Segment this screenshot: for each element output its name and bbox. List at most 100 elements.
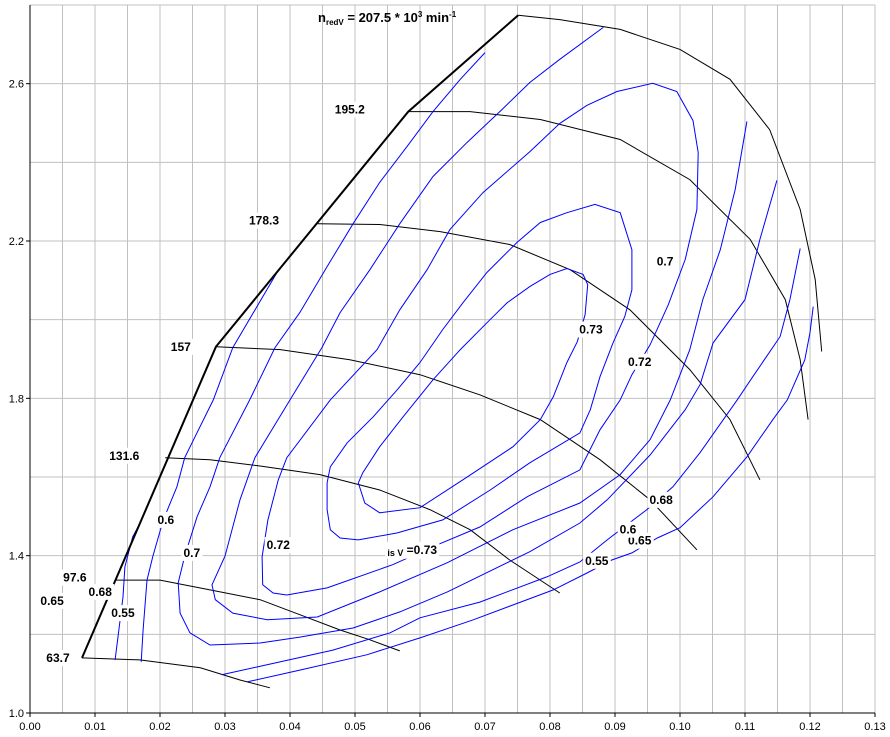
- contour-label-text: 0.7: [184, 546, 201, 560]
- x-tick-label: 0.00: [19, 721, 40, 733]
- contour-label-text: 0.55: [111, 606, 135, 620]
- contour-label-text: 0.72: [628, 355, 652, 369]
- contour-label: 0.6: [155, 511, 177, 528]
- label-background: [617, 521, 639, 538]
- y-tick-label: 2.6: [9, 79, 24, 91]
- label-background: [61, 569, 89, 586]
- efficiency-contours: [114, 26, 814, 683]
- contour-label: 0.73: [577, 321, 605, 338]
- label-background: [181, 544, 203, 561]
- efficiency-annotation-text: is V =0.73: [387, 543, 437, 558]
- speed-line: [81, 657, 271, 689]
- label-background: [385, 541, 440, 559]
- speed-line: [215, 346, 698, 551]
- contour-label-text: 0.72: [267, 538, 291, 552]
- x-tick-label: 0.09: [604, 721, 625, 733]
- label-background: [155, 511, 177, 528]
- title-n: n: [318, 10, 326, 25]
- label-background: [264, 537, 293, 554]
- speed-label-text: 195.2: [335, 103, 365, 117]
- chart-title: nredV = 207.5 * 103 min-1: [318, 10, 457, 27]
- speed-label-text: 131.6: [109, 449, 139, 463]
- contour-label: 0.55: [109, 605, 137, 622]
- x-tick-label: 0.11: [735, 721, 756, 733]
- contour-label: 0.68: [86, 583, 115, 600]
- contour-label: 0.72: [264, 537, 293, 554]
- surge-line: [81, 14, 519, 659]
- label-background: [647, 491, 676, 508]
- speed-label: 195.2: [332, 101, 368, 118]
- x-tick-label: 0.13: [864, 721, 885, 733]
- surge-line-group: [81, 14, 519, 659]
- x-tick-label: 0.10: [669, 721, 690, 733]
- contour-label-text: 0.68: [89, 585, 113, 599]
- x-tick-label: 0.12: [799, 721, 820, 733]
- contour-label: 0.72: [626, 353, 654, 370]
- x-tick-label: 0.03: [214, 721, 235, 733]
- grid: [30, 4, 876, 713]
- contour-label: 0.7: [181, 544, 203, 561]
- contour-label: 0.68: [647, 491, 676, 508]
- efficiency-contour: [326, 203, 633, 541]
- y-tick-label: 1.4: [9, 551, 24, 563]
- speed-label: 178.3: [246, 212, 282, 229]
- label-background: [86, 583, 115, 600]
- efficiency-contour: [177, 52, 778, 646]
- speed-label-text: 157: [171, 340, 191, 354]
- contour-label: 0.6: [617, 521, 639, 538]
- contour-label-text: 0.73: [579, 323, 603, 337]
- contour-label: 0.55: [583, 552, 611, 569]
- speed-line: [408, 111, 809, 420]
- x-tick-label: 0.01: [84, 721, 105, 733]
- contour-label: 0.65: [38, 592, 67, 609]
- label-background: [109, 605, 137, 622]
- x-tick-label: 0.04: [279, 721, 300, 733]
- contour-label-text: 0.7: [657, 254, 674, 268]
- y-tick-label: 2.2: [9, 236, 24, 248]
- speed-label-text: 97.6: [63, 571, 87, 585]
- speed-label: 157: [168, 338, 194, 355]
- title-unit-exponent: -1: [449, 10, 457, 19]
- label-background: [583, 552, 611, 569]
- speed-label-text: 178.3: [249, 214, 279, 228]
- label-background: [246, 212, 282, 229]
- x-tick-label: 0.02: [149, 721, 170, 733]
- contour-label-text: 0.6: [158, 513, 175, 527]
- speed-label: 131.6: [107, 447, 142, 464]
- speed-line: [165, 457, 561, 594]
- contour-label-text: 0.55: [585, 554, 609, 568]
- label-background: [654, 253, 676, 270]
- efficiency-annotation: is V =0.73: [385, 541, 440, 559]
- y-tick-label: 1.8: [9, 393, 24, 405]
- speed-line: [115, 579, 400, 652]
- speed-label-text: 63.7: [46, 651, 70, 665]
- axes: 0.00 0.01 0.02 0.03 0.04 0.05 0.06 0.07 0.08 0.09…: [9, 5, 886, 733]
- speed-line: [518, 14, 823, 352]
- title-exponent: 3: [418, 10, 423, 19]
- efficiency-annotation-subscript: is V: [387, 548, 403, 558]
- y-tick-label: 1.0: [9, 708, 24, 720]
- efficiency-annotation-value: =0.73: [403, 543, 437, 557]
- title-subscript: redV: [326, 18, 344, 27]
- label-background: [332, 101, 368, 118]
- contour-label-text: 0.68: [649, 493, 673, 507]
- contour-label: 0.7: [654, 253, 676, 270]
- label-background: [626, 353, 654, 370]
- title-equation: = 207.5 * 10: [344, 10, 418, 25]
- title-unit: min: [422, 10, 449, 25]
- x-tick-label: 0.06: [409, 721, 430, 733]
- speed-label: 63.7: [44, 649, 72, 666]
- efficiency-contour: [221, 248, 801, 676]
- label-background: [577, 321, 605, 338]
- labels: 63.7 97.6 131.6 157 178.3 195.2 0.73 0.72 0.7 0.6…: [38, 101, 676, 666]
- efficiency-contour: [357, 267, 589, 514]
- efficiency-contour: [140, 272, 278, 662]
- label-background: [107, 447, 142, 464]
- efficiency-contour: [261, 82, 699, 596]
- contour-label-text: 0.65: [40, 594, 64, 608]
- x-tick-label: 0.05: [344, 721, 365, 733]
- label-background: [168, 338, 194, 355]
- label-background: [44, 649, 72, 666]
